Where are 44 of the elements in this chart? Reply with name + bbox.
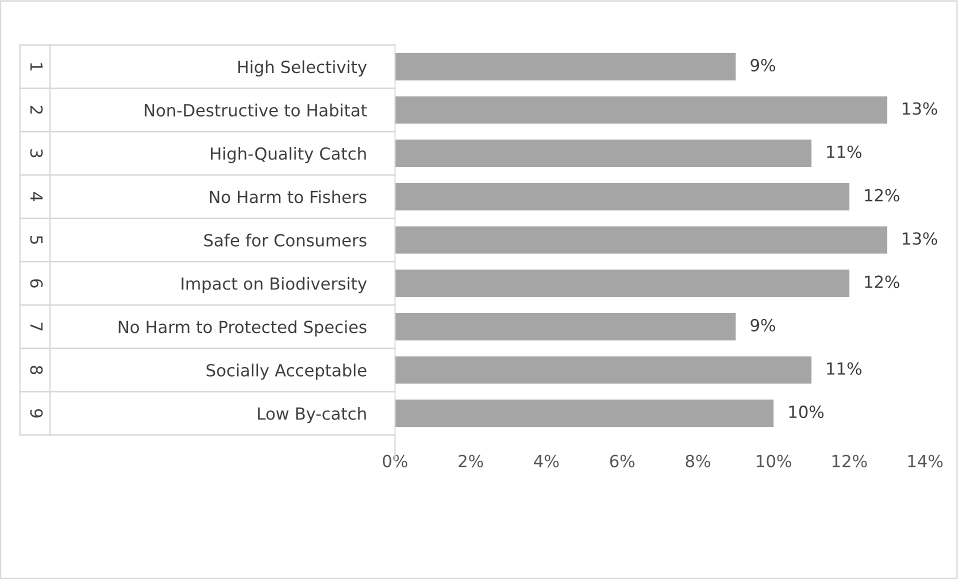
- bar: [395, 53, 736, 80]
- text: 7: [30, 322, 43, 331]
- text: 3: [30, 149, 43, 158]
- text: 9: [30, 409, 43, 418]
- text: 8: [30, 366, 43, 374]
- data-label: 10%: [789, 406, 824, 418]
- bar: [395, 313, 736, 340]
- text: 6: [30, 279, 43, 288]
- x-tick-label: 0%: [382, 454, 408, 468]
- y-tick-label: No Harm to Fishers: [210, 190, 366, 204]
- x-tick-label: 6%: [610, 454, 634, 468]
- bar: [395, 140, 812, 167]
- data-label: 11%: [827, 146, 862, 158]
- bar: [395, 96, 888, 124]
- text: 5: [30, 236, 43, 244]
- x-tick-label: 8%: [686, 454, 710, 468]
- text: 1: [30, 63, 43, 70]
- bar: [395, 183, 850, 210]
- data-label: 13%: [902, 102, 938, 115]
- x-tick-label: 12%: [832, 454, 867, 468]
- x-tick-label: 14%: [908, 454, 943, 468]
- y-tick-label: Safe for Consumers: [204, 234, 366, 247]
- data-label: 12%: [865, 276, 900, 288]
- data-label: 9%: [750, 318, 776, 332]
- y-tick-label: Low By-catch: [258, 407, 366, 424]
- y-tick-label: No Harm to Protected Species: [118, 320, 366, 336]
- bar: [395, 400, 774, 427]
- data-label: 11%: [827, 362, 862, 375]
- y-tick-label: High-Quality Catch: [210, 147, 366, 164]
- data-label: 9%: [750, 58, 776, 72]
- text: 4: [30, 192, 43, 202]
- bar: [395, 356, 812, 384]
- text: 2: [30, 106, 43, 114]
- x-tick-label: 4%: [534, 454, 559, 468]
- y-tick-label: Non-Destructive to Habitat: [144, 104, 367, 117]
- data-label: 12%: [865, 188, 900, 202]
- y-tick-label: High Selectivity: [238, 60, 367, 76]
- bar: [395, 270, 850, 297]
- y-tick-label: Socially Acceptable: [206, 364, 366, 380]
- bar: [395, 226, 888, 254]
- x-tick-label: 2%: [458, 454, 484, 468]
- data-label: 13%: [902, 232, 938, 245]
- x-tick-label: 10%: [756, 454, 792, 468]
- y-tick-label: Impact on Biodiversity: [182, 277, 367, 294]
